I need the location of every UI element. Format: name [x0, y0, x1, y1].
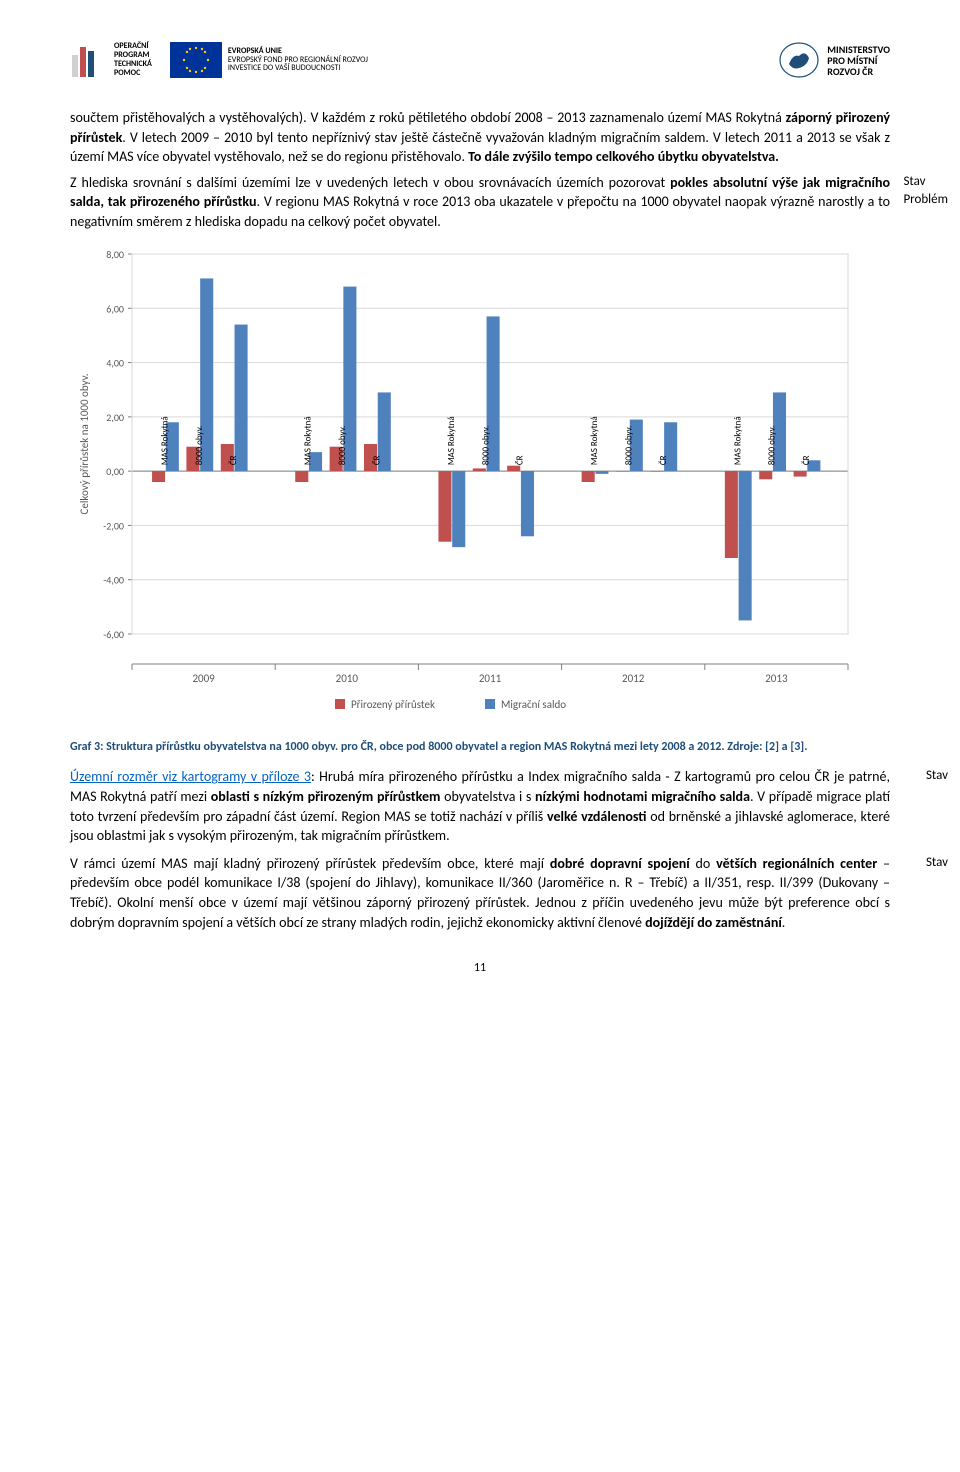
svg-text:8000 obyv.: 8000 obyv.	[623, 425, 634, 464]
p3f: velké vzdálenosti	[547, 808, 646, 825]
svg-text:-2,00: -2,00	[103, 519, 124, 532]
logo1-l4: POMOC	[114, 68, 140, 78]
p4c: do	[690, 855, 716, 872]
svg-text:2013: 2013	[765, 672, 788, 685]
svg-text:-6,00: -6,00	[103, 628, 124, 641]
p4b: dobré dopravní spojení	[550, 855, 690, 872]
svg-text:8,00: 8,00	[106, 248, 124, 261]
svg-text:-4,00: -4,00	[103, 573, 124, 586]
bar-chart: -6,00 -4,00 -2,00 0,00 2,00 4,00 6,00 8,00 Celko…	[70, 244, 860, 724]
p3c: obyvatelstva i s	[440, 788, 535, 805]
p4g: .	[782, 914, 786, 931]
svg-text:MAS Rokytná: MAS Rokytná	[303, 416, 314, 465]
logo2-l3: INVESTICE DO VAŠÍ BUDOUCNOSTI	[228, 63, 340, 73]
chart-caption: Graf 3: Struktura přírůstku obyvatelstva…	[70, 739, 890, 755]
p3link: Územní rozměr viz kartogramy v příloze 3	[70, 768, 311, 785]
logo-mmr: MINISTERSTVO PRO MÍSTNÍ ROZVOJ ČR	[777, 40, 890, 80]
logo-optp: OPERAČNÍ PROGRAM TECHNICKÁ POMOC	[70, 41, 152, 79]
svg-text:2,00: 2,00	[106, 410, 124, 423]
svg-text:2010: 2010	[336, 672, 359, 685]
svg-text:8000 obyv.: 8000 obyv.	[480, 425, 491, 464]
svg-text:ČR: ČR	[228, 455, 239, 465]
svg-text:4,00: 4,00	[106, 356, 124, 369]
svg-text:0,00: 0,00	[106, 465, 124, 478]
svg-text:2011: 2011	[479, 672, 502, 685]
optp-icon	[70, 41, 108, 79]
p3b: oblasti s nízkým přirozeným přírůstkem	[211, 788, 441, 805]
svg-text:8000 obyv.: 8000 obyv.	[194, 425, 205, 464]
svg-text:ČR: ČR	[658, 455, 669, 465]
header-logos: OPERAČNÍ PROGRAM TECHNICKÁ POMOC EVRO	[70, 40, 890, 80]
p4f: dojíždějí do zaměstnání	[645, 914, 782, 931]
svg-text:8000 obyv.: 8000 obyv.	[767, 425, 778, 464]
logo-eu: EVROPSKÁ UNIE EVROPSKÝ FOND PRO REGIONÁL…	[170, 42, 368, 78]
mmr-lion-icon	[777, 40, 821, 80]
svg-text:ČR: ČR	[371, 455, 382, 465]
side-problem: Problém	[903, 191, 948, 209]
svg-text:ČR: ČR	[515, 455, 526, 465]
svg-text:2009: 2009	[192, 672, 215, 685]
side-label-1: Stav Problém	[903, 173, 948, 209]
side-label-3: Stav	[926, 854, 948, 872]
side-stav-1: Stav	[903, 173, 948, 191]
side-label-2: Stav	[926, 767, 948, 785]
page-number: 11	[70, 960, 890, 977]
p1a: součtem přistěhovalých a vystěhovalých).…	[70, 109, 786, 126]
logo3-l3: ROZVOJ ČR	[827, 65, 873, 78]
p2a: Z hlediska srovnání s dalšími územími lz…	[70, 174, 670, 191]
svg-text:MAS Rokytná: MAS Rokytná	[160, 416, 171, 465]
paragraph-2: Z hlediska srovnání s dalšími územími lz…	[70, 173, 890, 232]
chart-container: -6,00 -4,00 -2,00 0,00 2,00 4,00 6,00 8,00 Celko…	[70, 244, 890, 730]
svg-text:MAS Rokytná: MAS Rokytná	[732, 416, 743, 465]
eu-flag-icon	[170, 42, 222, 78]
p4d: větších regionálních center	[716, 855, 877, 872]
p4a: V rámci území MAS mají kladný přirozený …	[70, 855, 550, 872]
paragraph-1: součtem přistěhovalých a vystěhovalých).…	[70, 108, 890, 167]
svg-text:MAS Rokytná: MAS Rokytná	[589, 416, 600, 465]
svg-text:MAS Rokytná: MAS Rokytná	[446, 416, 457, 465]
paragraph-4: V rámci území MAS mají kladný přirozený …	[70, 854, 890, 932]
svg-text:6,00: 6,00	[106, 302, 124, 315]
svg-text:Celkový přírůstek na 1000 obyv: Celkový přírůstek na 1000 obyv.	[78, 373, 91, 514]
p1d: To dále zvýšilo tempo celkového úbytku o…	[468, 148, 779, 165]
svg-text:ČR: ČR	[801, 455, 812, 465]
paragraph-3: Územní rozměr viz kartogramy v příloze 3…	[70, 767, 890, 845]
svg-text:Migrační saldo: Migrační saldo	[501, 698, 566, 711]
svg-text:2012: 2012	[622, 672, 645, 685]
svg-text:Přirozený přírůstek: Přirozený přírůstek	[351, 698, 435, 711]
p3d: nízkými hodnotami migračního salda	[535, 788, 750, 805]
svg-text:8000 obyv.: 8000 obyv.	[337, 425, 348, 464]
